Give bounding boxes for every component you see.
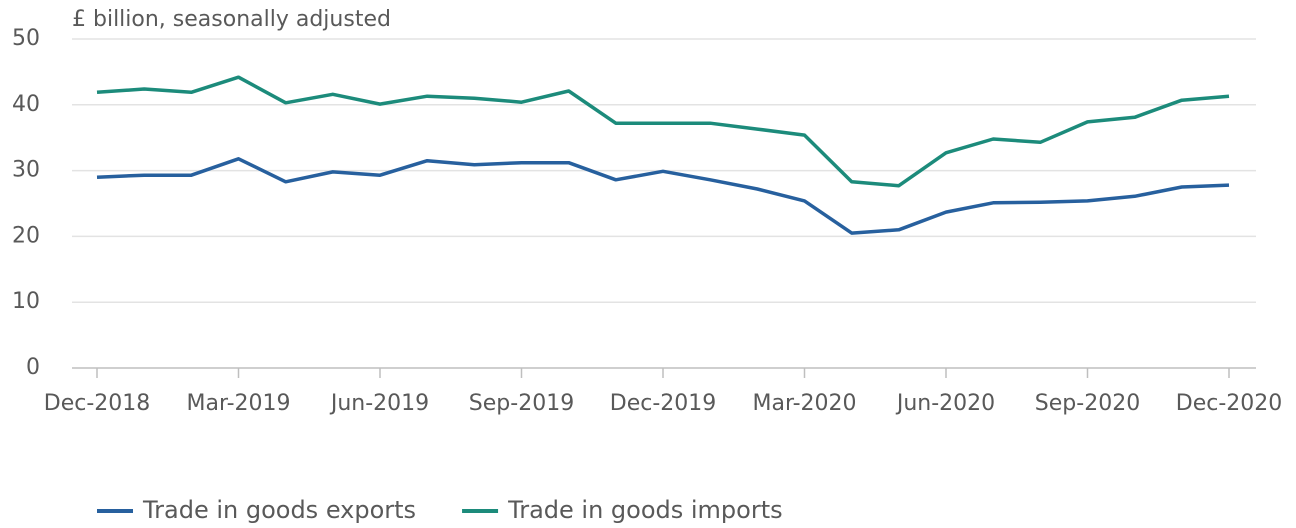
x-tick-label: Mar-2020 [752,391,856,416]
y-tick-label: 30 [12,158,40,183]
x-tick-label: Dec-2019 [610,391,717,416]
y-tick-label: 50 [12,26,40,51]
x-tick-label: Dec-2018 [44,391,151,416]
x-tick-label: Jun-2019 [329,391,429,416]
y-axis-label: £ billion, seasonally adjusted [72,7,391,32]
y-tick-label: 20 [12,223,40,248]
y-tick-label: 10 [12,289,40,314]
legend-label: Trade in goods imports [507,496,783,524]
x-tick-label: Sep-2020 [1035,391,1140,416]
line-series [96,157,1230,235]
line-series [96,75,1230,188]
x-tick-label: Sep-2019 [469,391,574,416]
y-tick-label: 0 [26,355,40,380]
legend: Trade in goods exports Trade in goods imp… [97,496,783,524]
y-tick-label: 40 [12,92,40,117]
x-tick-label: Dec-2020 [1176,391,1283,416]
x-tick-label: Jun-2020 [895,391,995,416]
x-tick-label: Mar-2019 [186,391,290,416]
legend-label: Trade in goods exports [142,496,416,524]
